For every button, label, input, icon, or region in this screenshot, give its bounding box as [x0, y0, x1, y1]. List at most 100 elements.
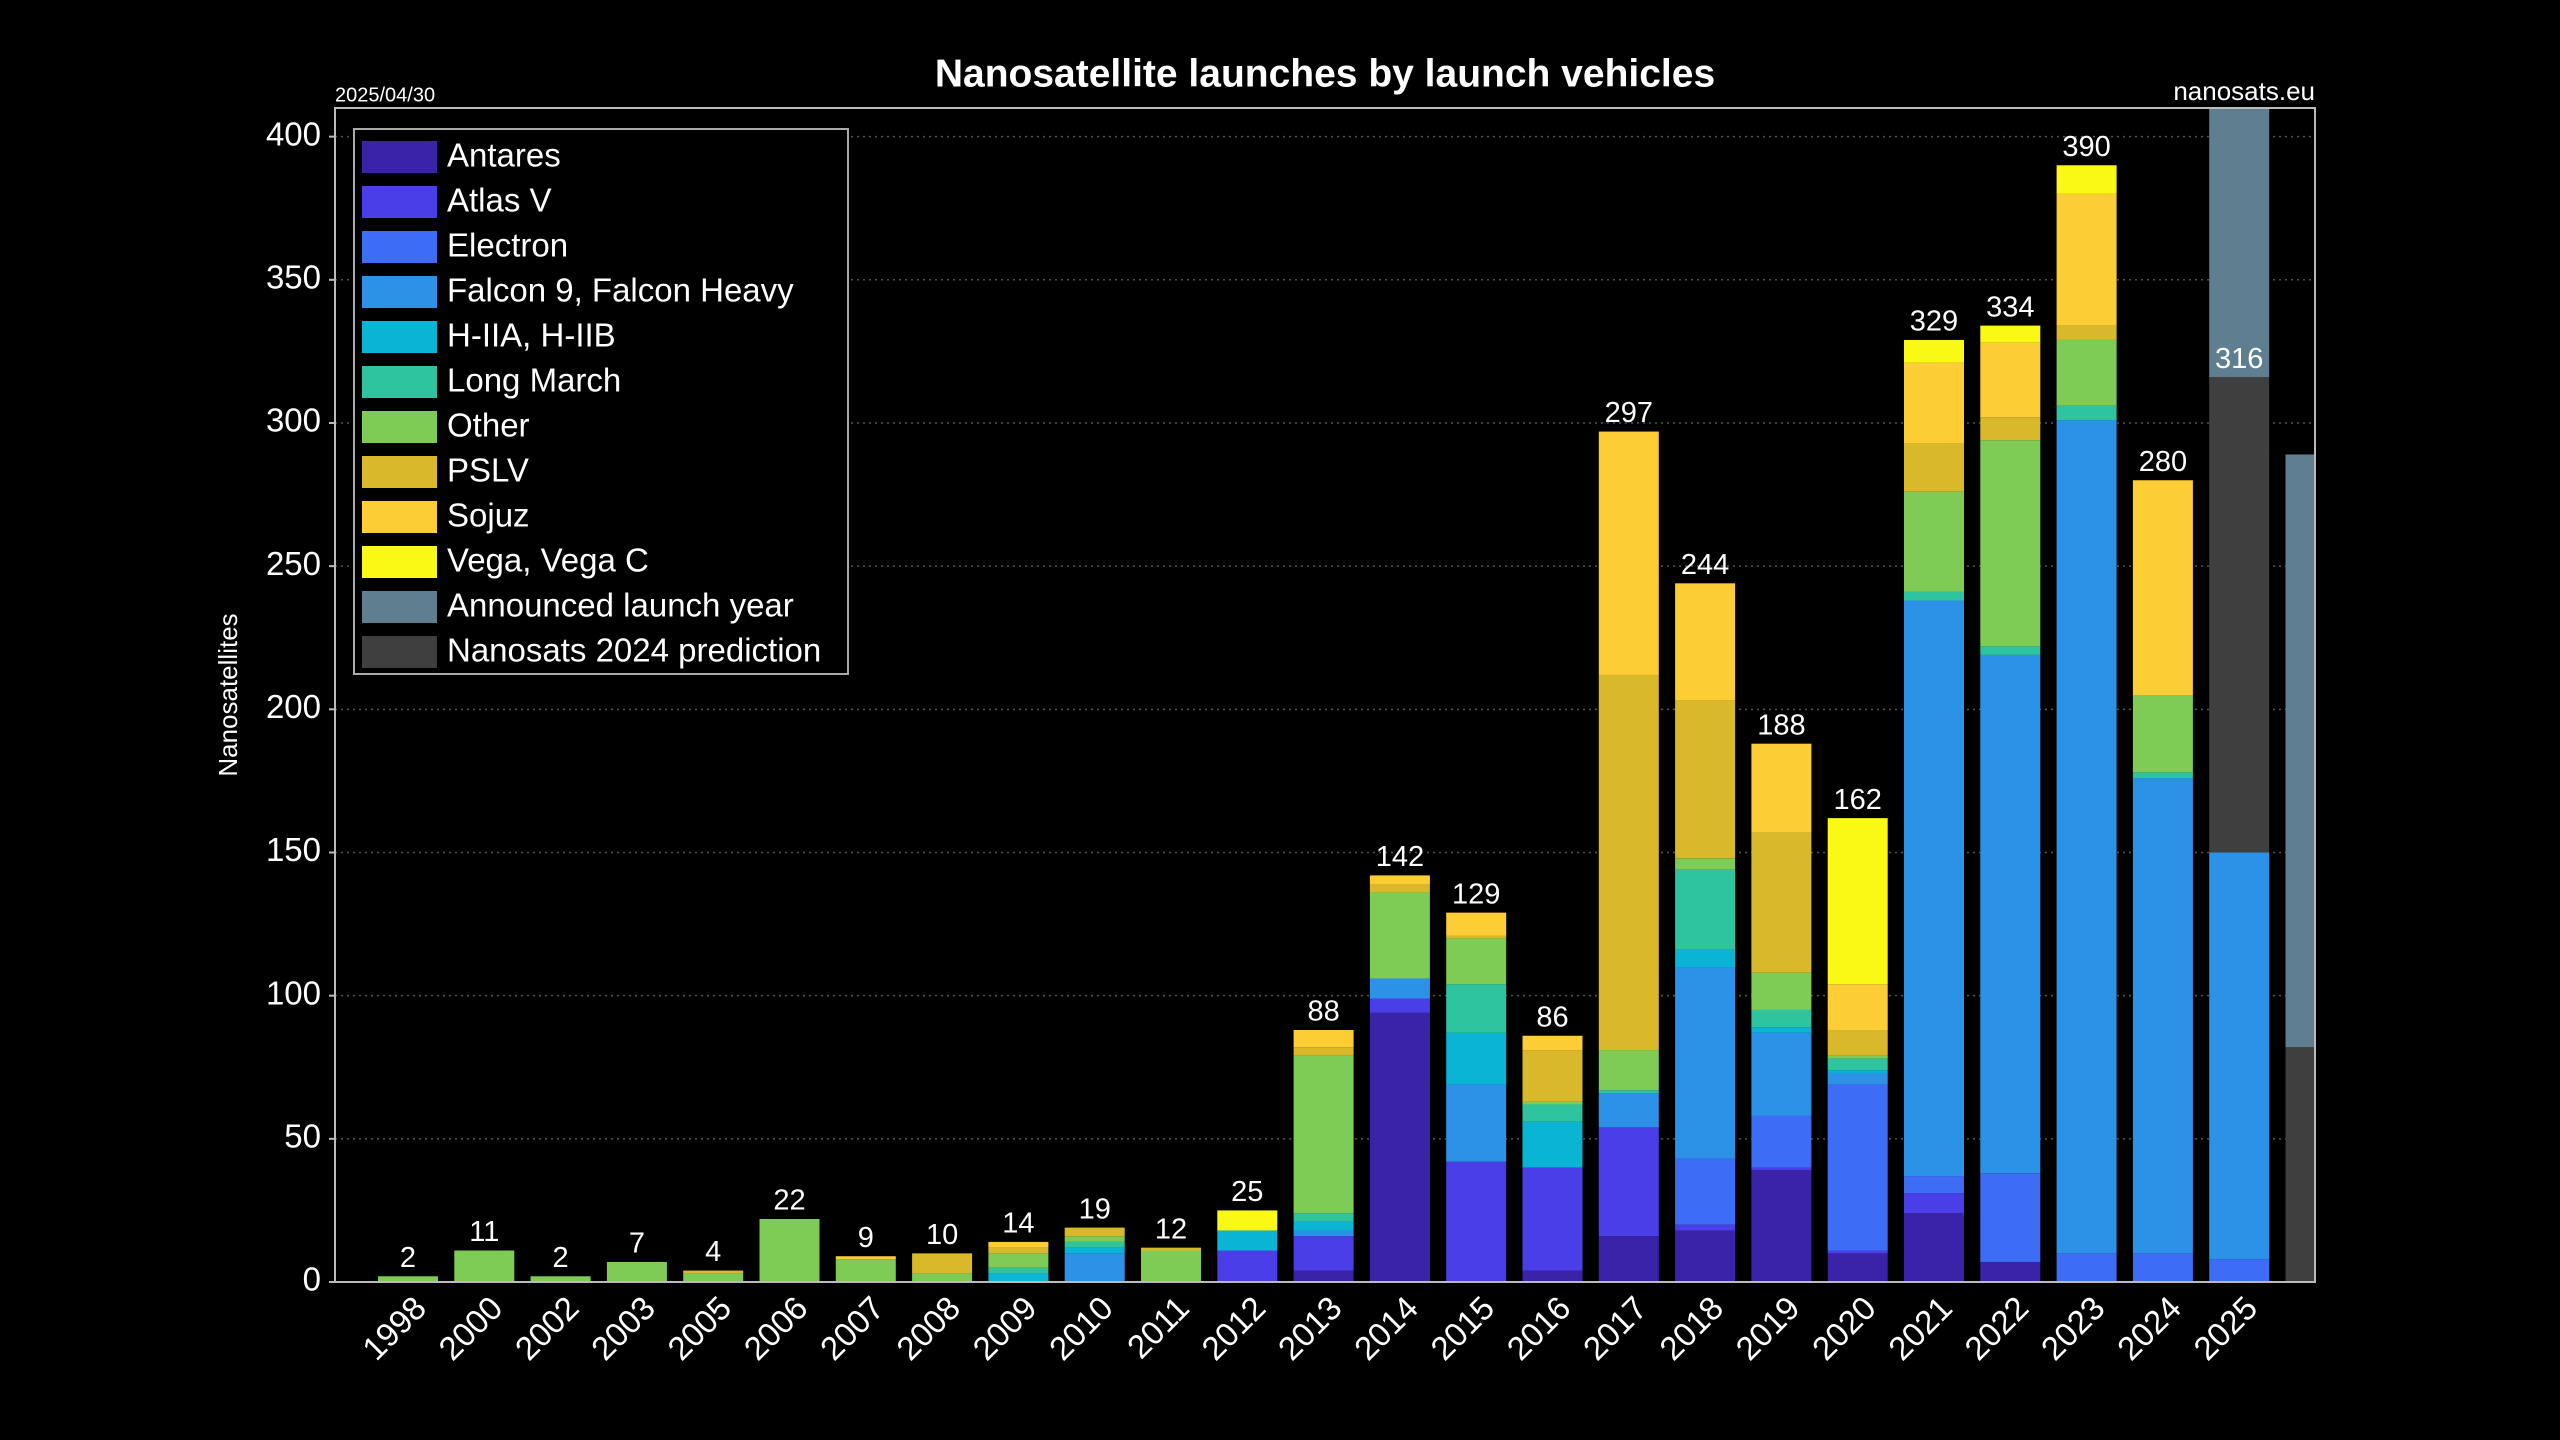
bar-segment: [1293, 1270, 1354, 1282]
bar-segment: [1598, 674, 1659, 1051]
legend-label: Falcon 9, Falcon Heavy: [447, 272, 794, 309]
legend-swatch: [362, 636, 437, 668]
total-label: 390: [2062, 131, 2110, 163]
bar-segment: [2209, 852, 2270, 1260]
bar-segment: [1675, 858, 1736, 870]
bar-segment: [1598, 1093, 1659, 1128]
bar-segment: [1751, 972, 1812, 1010]
bar-segment: [2132, 772, 2193, 779]
bar-segment: [1522, 1035, 1583, 1051]
bar-segment: [2209, 108, 2270, 378]
bar-segment: [1598, 1236, 1659, 1282]
bar-segment: [2132, 1253, 2193, 1282]
bar-segment: [835, 1256, 896, 1260]
bar-segment: [1446, 1032, 1507, 1085]
bar-segment: [1598, 1050, 1659, 1091]
bar-segment: [1522, 1050, 1583, 1102]
bar-segment: [1369, 883, 1430, 893]
bar-segment: [1217, 1230, 1278, 1251]
bar-segment: [1751, 1009, 1812, 1028]
bar-segment: [912, 1273, 973, 1282]
bar-segment: [1675, 1158, 1736, 1225]
bar-segment: [1827, 984, 1888, 1031]
y-tick-label: 100: [266, 974, 321, 1011]
bar-segment: [1064, 1241, 1125, 1248]
bar-segment: [1675, 869, 1736, 950]
bar-segment: [1980, 440, 2041, 647]
y-tick-label: 200: [266, 688, 321, 725]
chart-title: Nanosatellite launches by launch vehicle…: [935, 52, 1715, 95]
bar-segment: [988, 1241, 1049, 1248]
bar-segment: [2056, 325, 2117, 340]
bar-segment: [1751, 832, 1812, 973]
bar-segment: [988, 1253, 1049, 1268]
y-axis-label: Nanosatellites: [213, 613, 243, 776]
legend-label: Nanosats 2024 prediction: [447, 632, 821, 669]
bar-segment: [1446, 984, 1507, 1033]
bar-segment: [1141, 1250, 1201, 1282]
bar-segment: [1904, 1213, 1964, 1282]
bar-segment: [1522, 1104, 1583, 1122]
bar-segment: [1980, 417, 2041, 441]
bar-segment: [1293, 1221, 1354, 1231]
bar-segment: [2285, 1047, 2315, 1282]
bar-segment: [530, 1276, 591, 1282]
y-tick-label: 300: [266, 402, 321, 439]
total-label: 129: [1452, 878, 1500, 910]
bar-segment: [1064, 1227, 1125, 1237]
legend-label: Other: [447, 407, 530, 444]
bar-segment: [2056, 420, 2117, 1254]
bar-segment: [2132, 778, 2193, 1254]
bar-segment: [1293, 1047, 1354, 1056]
bars: [378, 108, 2315, 1282]
bar-segment: [1827, 1070, 1888, 1073]
source-label: nanosats.eu: [2173, 76, 2315, 106]
bar-segment: [1446, 912, 1507, 936]
bar-segment: [988, 1267, 1049, 1274]
bar-segment: [2056, 1253, 2117, 1282]
bar-segment: [1980, 1173, 2041, 1262]
bar-segment: [1293, 1030, 1354, 1048]
bar-segment: [1751, 1167, 1812, 1171]
total-label: 280: [2139, 446, 2187, 478]
bar-segment: [1293, 1055, 1354, 1214]
bar-segment: [988, 1247, 1049, 1254]
total-label: 142: [1376, 841, 1424, 873]
bar-segment: [378, 1276, 438, 1282]
bar-segment: [1369, 978, 1430, 999]
bar-segment: [1293, 1230, 1354, 1237]
total-label: 88: [1307, 996, 1339, 1028]
bar-segment: [1293, 1213, 1354, 1222]
total-label: 10: [926, 1219, 958, 1251]
bar-segment: [2056, 193, 2117, 326]
bar-segment: [1751, 1115, 1812, 1168]
bar-segment: [1369, 892, 1430, 979]
bar-segment: [1827, 1058, 1888, 1071]
bar-segment: [1675, 1224, 1736, 1231]
legend-swatch: [362, 276, 437, 308]
bar-segment: [1827, 1084, 1888, 1251]
bar-segment: [1446, 935, 1507, 939]
bar-segment: [2209, 1259, 2270, 1282]
bar-segment: [1904, 1193, 1964, 1214]
bar-segment: [683, 1270, 744, 1274]
total-label: 14: [1002, 1208, 1034, 1240]
bar-segment: [1369, 1012, 1430, 1282]
legend-swatch: [362, 366, 437, 398]
bar-segment: [1904, 600, 1964, 1177]
y-tick-label: 150: [266, 831, 321, 868]
bar-segment: [1064, 1247, 1125, 1254]
bar-segment: [1827, 1072, 1888, 1085]
bar-segment: [1064, 1253, 1125, 1282]
bar-segment: [1217, 1250, 1278, 1282]
total-label: 22: [773, 1185, 805, 1217]
bar-segment: [1675, 583, 1736, 701]
legend-label: Electron: [447, 227, 568, 264]
bar-segment: [1827, 1250, 1888, 1254]
total-label: 25: [1231, 1176, 1263, 1208]
bar-segment: [1827, 1253, 1888, 1282]
y-tick-label: 0: [303, 1261, 321, 1298]
bar-segment: [1904, 443, 1964, 492]
bar-segment: [1827, 818, 1888, 985]
